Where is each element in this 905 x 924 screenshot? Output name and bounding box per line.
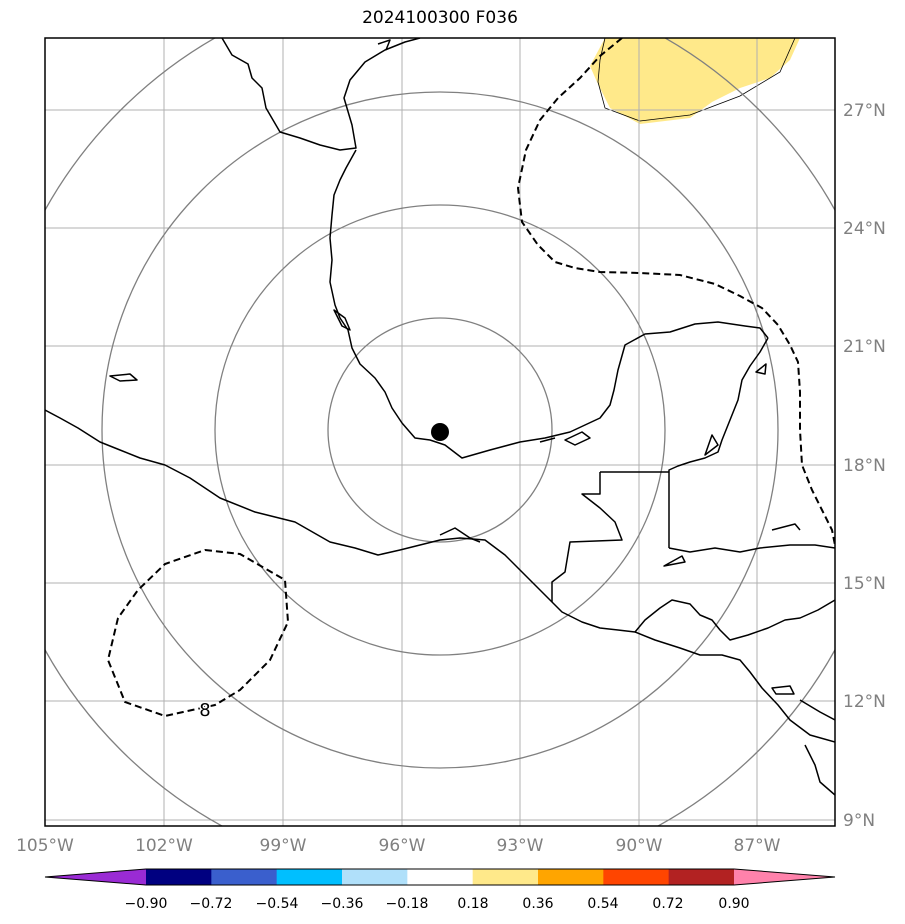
colorbar-outline [44, 868, 836, 886]
colorbar: −0.90 −0.72 −0.54 −0.36 −0.18 0.18 0.36 … [44, 868, 836, 912]
colorbar-segment [276, 869, 343, 885]
positive-anomaly-fill [590, 38, 800, 124]
lon-tick-label: 102°W [135, 836, 193, 856]
colorbar-tick-label: −0.90 [125, 896, 168, 912]
lat-tick-label: 15°N [843, 574, 886, 594]
colorbar-tick-label: −0.36 [321, 896, 364, 912]
colorbar-tick-label: −0.18 [386, 896, 429, 912]
colorbar-segment [407, 869, 474, 885]
colorbar-tick-label: 0.90 [718, 896, 749, 912]
colorbar-segment [146, 869, 212, 885]
lon-tick-label: 99°W [260, 836, 307, 856]
graticule [45, 38, 835, 826]
colorbar-tick-label: −0.72 [190, 896, 233, 912]
lat-tick-label: 21°N [843, 337, 886, 357]
coastlines [45, 38, 835, 796]
colorbar-segment [603, 869, 670, 885]
map-frame [44, 37, 836, 827]
colorbar-tick-label: 0.36 [522, 896, 553, 912]
colorbar-tick-label: 0.18 [457, 896, 488, 912]
colorbar-segment [668, 869, 735, 885]
colorbar-tick-label: 0.72 [652, 896, 683, 912]
contour-label: 8 [199, 700, 210, 721]
dashed-contours [106, 38, 835, 718]
lat-tick-label: 12°N [843, 692, 886, 712]
lat-tick-label: 9°N [843, 811, 875, 831]
colorbar-extend-high [734, 869, 835, 885]
colorbar-segment [211, 869, 278, 885]
lon-tick-label: 105°W [16, 836, 74, 856]
lat-tick-labels: 27°N 24°N 21°N 18°N 15°N 12°N 9°N [843, 101, 886, 831]
lon-tick-label: 87°W [734, 836, 781, 856]
lon-tick-label: 96°W [379, 836, 426, 856]
colorbar-tick-label: 0.54 [587, 896, 618, 912]
range-rings [45, 38, 835, 826]
colorbar-segment [472, 869, 539, 885]
lat-tick-label: 27°N [843, 101, 886, 121]
anomaly-outline [597, 38, 796, 122]
map-title: 2024100300 F036 [362, 8, 518, 28]
colorbar-extend-low [45, 869, 146, 885]
lon-tick-label: 90°W [616, 836, 663, 856]
contour-8-loop [106, 548, 290, 718]
storm-center-marker [431, 423, 449, 441]
lat-tick-label: 18°N [843, 456, 886, 476]
lon-tick-labels: 105°W 102°W 99°W 96°W 93°W 90°W 87°W [16, 836, 781, 856]
lon-tick-label: 93°W [497, 836, 544, 856]
colorbar-segment [538, 869, 604, 885]
colorbar-segment [342, 869, 408, 885]
colorbar-tick-label: −0.54 [256, 896, 299, 912]
lat-tick-label: 24°N [843, 219, 886, 239]
